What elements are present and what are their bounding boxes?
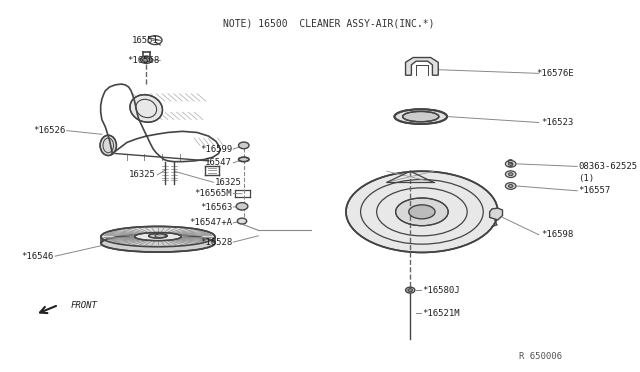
Ellipse shape [239,157,249,161]
Ellipse shape [155,234,166,238]
Text: *16526: *16526 [33,126,66,135]
Text: NOTE) 16500  CLEANER ASSY-AIR(INC.*): NOTE) 16500 CLEANER ASSY-AIR(INC.*) [223,19,434,29]
Circle shape [506,183,516,189]
Text: *16568: *16568 [127,56,159,65]
Text: *16528: *16528 [200,238,232,247]
Polygon shape [406,58,438,75]
Text: 16547: 16547 [205,158,232,167]
Text: *16546: *16546 [22,251,54,261]
Text: *16563: *16563 [200,202,232,212]
Text: 08363-62525: 08363-62525 [579,162,637,171]
Circle shape [239,142,249,149]
Text: *16565M: *16565M [195,189,232,198]
Ellipse shape [101,234,215,252]
Ellipse shape [101,227,215,247]
Circle shape [408,289,413,292]
Circle shape [140,56,152,63]
Ellipse shape [100,135,116,155]
Circle shape [506,161,516,167]
Text: *16599: *16599 [200,145,232,154]
Text: *16557: *16557 [579,186,611,195]
Text: (1): (1) [579,174,595,183]
Text: 16551: 16551 [132,36,159,45]
Circle shape [236,203,248,210]
Text: *16580J: *16580J [422,286,460,295]
Circle shape [508,185,513,187]
Ellipse shape [134,232,181,241]
Ellipse shape [394,109,447,124]
Polygon shape [490,208,502,220]
Circle shape [508,162,513,165]
Text: *16598: *16598 [541,230,573,239]
Text: *16523: *16523 [541,118,573,127]
Ellipse shape [409,205,435,219]
Text: 16325: 16325 [129,170,156,179]
Text: S: S [506,159,513,169]
Ellipse shape [403,112,439,122]
Ellipse shape [396,198,448,226]
Text: *16547+A: *16547+A [189,218,232,227]
Text: FRONT: FRONT [70,301,97,311]
Ellipse shape [130,95,163,122]
Circle shape [508,173,513,176]
Text: *16576E: *16576E [536,69,573,78]
Ellipse shape [346,171,498,253]
Circle shape [506,171,516,177]
Circle shape [143,58,150,62]
Text: R 650006: R 650006 [519,352,562,361]
Text: 16325: 16325 [214,178,241,187]
Text: *16521M: *16521M [422,309,460,318]
Ellipse shape [148,234,167,238]
Circle shape [406,287,415,293]
Circle shape [237,218,246,224]
